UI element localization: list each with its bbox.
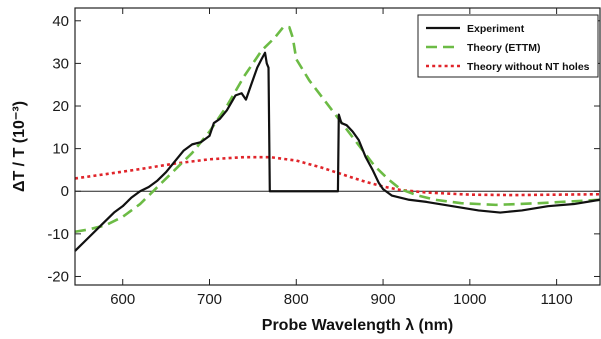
y-axis-title: ΔT / T (10⁻³): [11, 101, 28, 192]
x-tick-label: 800: [284, 291, 309, 308]
y-tick-label: 20: [52, 98, 69, 115]
x-tick-label: 900: [371, 291, 396, 308]
x-tick-label: 700: [197, 291, 222, 308]
legend-items: Experiment Theory (ETTM) Theory without NT…: [426, 23, 590, 73]
plot-area-frame: [74, 7, 601, 286]
x-axis-ticks: 600 700 800 900 1000 1100: [110, 8, 573, 308]
y-tick-label: -20: [47, 268, 69, 285]
series-group: [74, 25, 601, 252]
legend: Experiment Theory (ETTM) Theory without NT…: [417, 14, 599, 78]
series-line-theory-without-nt-holes: [74, 155, 601, 197]
x-tick-label: 1000: [453, 291, 486, 308]
x-tick-label: 600: [110, 291, 135, 308]
y-tick-label: 10: [52, 141, 69, 158]
y-tick-label: 40: [52, 13, 69, 30]
series-line-experiment: [74, 51, 601, 252]
y-tick-label: 0: [61, 183, 69, 200]
x-tick-label: 1100: [540, 291, 572, 308]
y-tick-label: -10: [47, 226, 69, 243]
legend-label: Theory (ETTM): [467, 42, 541, 54]
y-axis-ticks: -20 -10 0 10 20 30 40: [47, 13, 600, 285]
legend-label: Theory without NT holes: [467, 61, 590, 73]
x-axis-title: Probe Wavelength λ (nm): [262, 317, 453, 334]
legend-label: Experiment: [467, 23, 525, 35]
y-tick-label: 30: [52, 55, 69, 72]
